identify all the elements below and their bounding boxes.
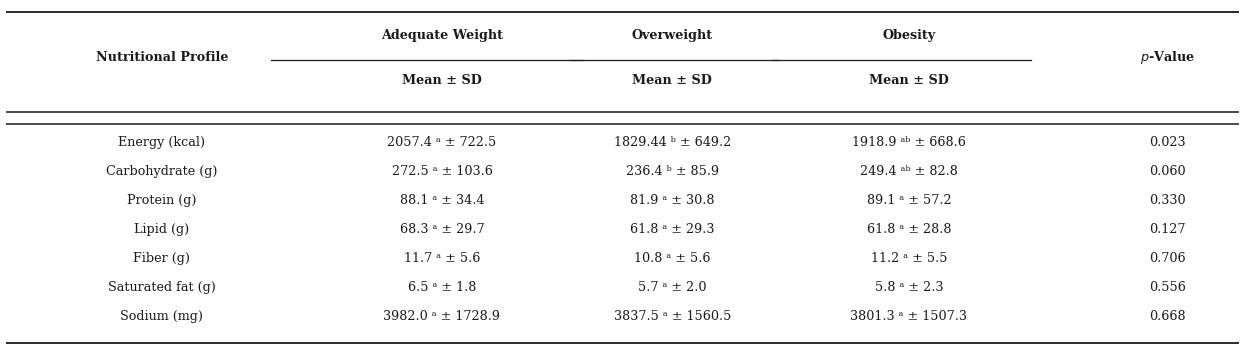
Text: 1918.9 ᵃᵇ ± 668.6: 1918.9 ᵃᵇ ± 668.6: [852, 135, 966, 149]
Text: Fiber (g): Fiber (g): [133, 252, 190, 265]
Text: 0.556: 0.556: [1149, 281, 1186, 294]
Text: 0.060: 0.060: [1149, 165, 1186, 178]
Text: 3982.0 ᵃ ± 1728.9: 3982.0 ᵃ ± 1728.9: [383, 310, 500, 324]
Text: Mean ± SD: Mean ± SD: [402, 74, 482, 87]
Text: 236.4 ᵇ ± 85.9: 236.4 ᵇ ± 85.9: [626, 165, 718, 178]
Text: Protein (g): Protein (g): [127, 194, 197, 207]
Text: Lipid (g): Lipid (g): [134, 223, 189, 236]
Text: Overweight: Overweight: [631, 28, 713, 42]
Text: $p$-Value: $p$-Value: [1140, 49, 1195, 66]
Text: Energy (kcal): Energy (kcal): [118, 135, 205, 149]
Text: 5.8 ᵃ ± 2.3: 5.8 ᵃ ± 2.3: [874, 281, 944, 294]
Text: Nutritional Profile: Nutritional Profile: [96, 51, 228, 65]
Text: 11.7 ᵃ ± 5.6: 11.7 ᵃ ± 5.6: [403, 252, 481, 265]
Text: 0.023: 0.023: [1149, 135, 1186, 149]
Text: Saturated fat (g): Saturated fat (g): [108, 281, 215, 294]
Text: 0.668: 0.668: [1149, 310, 1186, 324]
Text: 1829.44 ᵇ ± 649.2: 1829.44 ᵇ ± 649.2: [614, 135, 731, 149]
Text: 272.5 ᵃ ± 103.6: 272.5 ᵃ ± 103.6: [391, 165, 493, 178]
Text: 0.706: 0.706: [1149, 252, 1186, 265]
Text: 6.5 ᵃ ± 1.8: 6.5 ᵃ ± 1.8: [408, 281, 476, 294]
Text: 0.330: 0.330: [1149, 194, 1186, 207]
Text: 89.1 ᵃ ± 57.2: 89.1 ᵃ ± 57.2: [867, 194, 951, 207]
Text: 68.3 ᵃ ± 29.7: 68.3 ᵃ ± 29.7: [400, 223, 484, 236]
Text: 2057.4 ᵃ ± 722.5: 2057.4 ᵃ ± 722.5: [387, 135, 497, 149]
Text: Carbohydrate (g): Carbohydrate (g): [106, 165, 218, 178]
Text: 3837.5 ᵃ ± 1560.5: 3837.5 ᵃ ± 1560.5: [614, 310, 731, 324]
Text: 5.7 ᵃ ± 2.0: 5.7 ᵃ ± 2.0: [637, 281, 707, 294]
Text: 0.127: 0.127: [1149, 223, 1186, 236]
Text: Adequate Weight: Adequate Weight: [381, 28, 503, 42]
Text: 11.2 ᵃ ± 5.5: 11.2 ᵃ ± 5.5: [870, 252, 947, 265]
Text: 61.8 ᵃ ± 29.3: 61.8 ᵃ ± 29.3: [630, 223, 715, 236]
Text: 249.4 ᵃᵇ ± 82.8: 249.4 ᵃᵇ ± 82.8: [860, 165, 957, 178]
Text: 81.9 ᵃ ± 30.8: 81.9 ᵃ ± 30.8: [630, 194, 715, 207]
Text: Sodium (mg): Sodium (mg): [121, 310, 203, 324]
Text: Obesity: Obesity: [883, 28, 935, 42]
Text: 3801.3 ᵃ ± 1507.3: 3801.3 ᵃ ± 1507.3: [850, 310, 967, 324]
Text: Mean ± SD: Mean ± SD: [632, 74, 712, 87]
Text: Mean ± SD: Mean ± SD: [869, 74, 949, 87]
Text: 10.8 ᵃ ± 5.6: 10.8 ᵃ ± 5.6: [634, 252, 711, 265]
Text: 61.8 ᵃ ± 28.8: 61.8 ᵃ ± 28.8: [867, 223, 951, 236]
Text: 88.1 ᵃ ± 34.4: 88.1 ᵃ ± 34.4: [400, 194, 484, 207]
